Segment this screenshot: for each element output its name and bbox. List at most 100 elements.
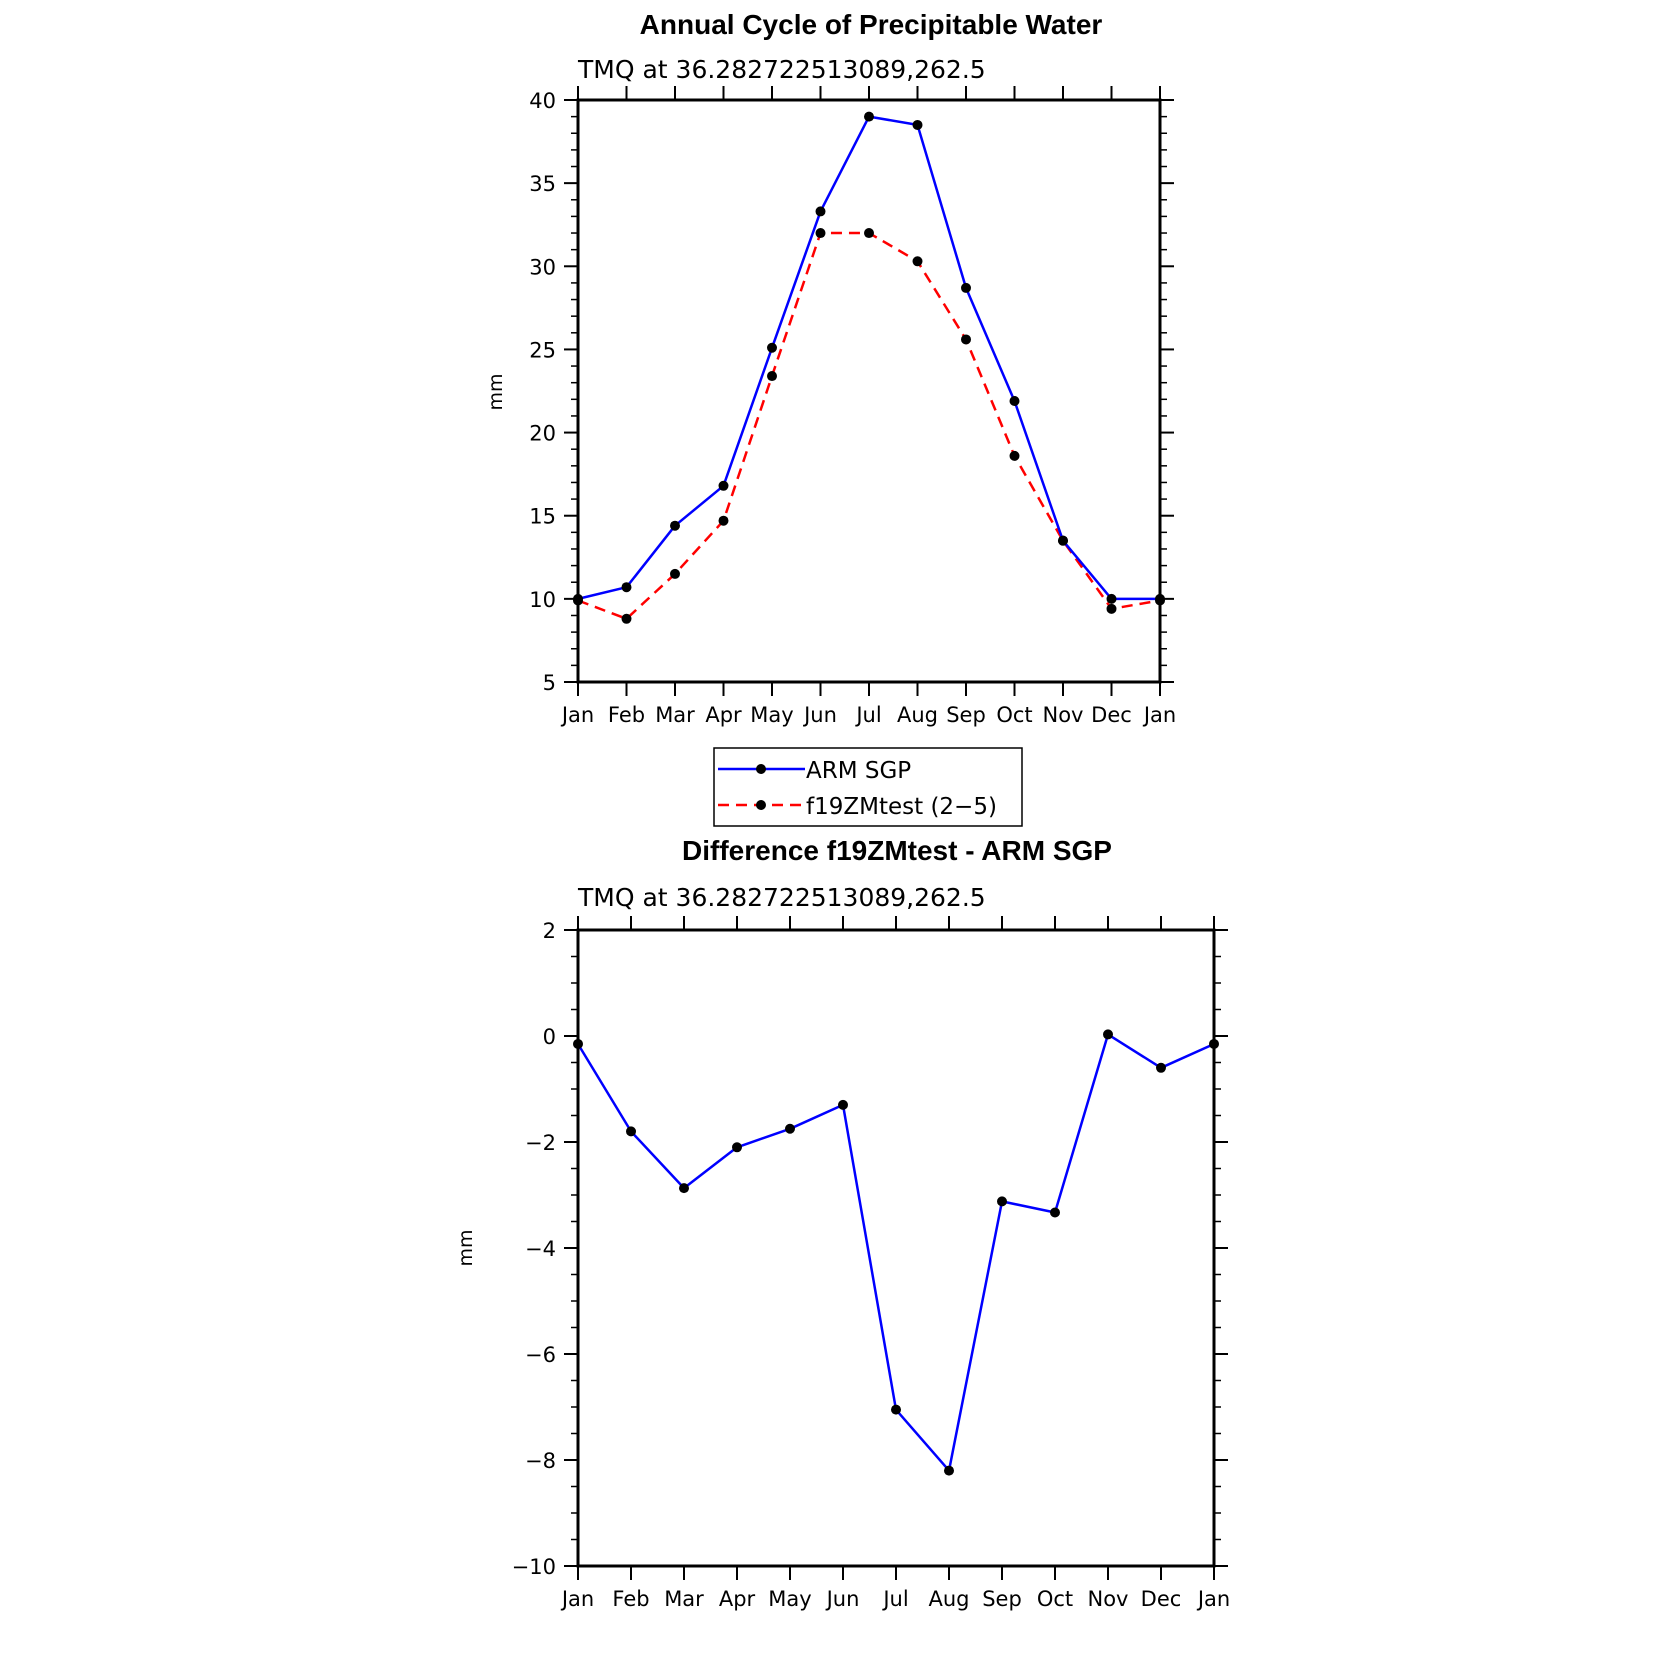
annual-cycle-panel: Annual Cycle of Precipitable Water TMQ a… (485, 9, 1176, 727)
panel2-y-axis-label: mm (455, 1229, 477, 1266)
x-tick-label: Nov (1043, 703, 1084, 727)
y-tick-label: 40 (529, 89, 556, 113)
legend: ARM SGP f19ZMtest (2−5) (713, 747, 1023, 827)
series-0-point (785, 1123, 795, 1134)
panel1-x-tick-labels: Jan Feb Mar Apr May Jun Jul Aug Sep Oct Nov Dec Jan (560, 703, 1176, 727)
panel2-plot-frame (576, 928, 1216, 1568)
difference-panel: Difference f19ZMtest - ARM SGP TMQ at 36… (455, 835, 1230, 1611)
legend-entry-arm-sgp: ARM SGP (718, 758, 911, 784)
x-tick-label: Sep (982, 1587, 1022, 1611)
panel1-series (573, 111, 1165, 624)
x-tick-label: Apr (705, 703, 742, 727)
x-tick-label: Jan (560, 703, 594, 727)
x-tick-label: Jul (854, 703, 881, 727)
x-tick-label: May (768, 1587, 811, 1611)
series-1-point (767, 371, 777, 382)
x-tick-label: Aug (897, 703, 938, 727)
x-tick-label: Feb (608, 703, 645, 727)
y-tick-label: 0 (543, 1025, 556, 1049)
panel1-subtitle: TMQ at 36.282722513089,262.5 (577, 55, 986, 84)
panel2-y-tick-labels: −10 −8 −6 −4 −2 0 2 (512, 919, 556, 1579)
y-tick-label: 5 (543, 671, 556, 695)
series-0-point (1009, 395, 1020, 406)
series-0-point (1050, 1207, 1060, 1218)
series-0-point (997, 1196, 1007, 1207)
panel2-x-tick-labels: Jan Feb Mar Apr May Jun Jul Aug Sep Oct Nov Dec Jan (560, 1587, 1230, 1611)
legend-box (713, 747, 1023, 827)
y-tick-label: 2 (543, 919, 556, 943)
x-tick-label: Apr (719, 1587, 756, 1611)
x-tick-label: Feb (612, 1587, 649, 1611)
series-1-point (912, 256, 923, 267)
panel1-y-tick-labels: 5 10 15 20 25 30 35 40 (529, 89, 556, 695)
legend-marker-f19zmtest (756, 800, 766, 810)
y-tick-label: −10 (512, 1555, 556, 1579)
panel2-subtitle: TMQ at 36.282722513089,262.5 (577, 883, 986, 912)
series-1-point (961, 334, 971, 345)
series-1-point (1009, 450, 1020, 461)
x-tick-label: May (750, 703, 793, 727)
panel2-title: Difference f19ZMtest - ARM SGP (682, 835, 1112, 866)
series-0-point (944, 1465, 954, 1476)
x-tick-label: Oct (1037, 1587, 1073, 1611)
series-0-point (891, 1404, 901, 1415)
series-0-point (912, 119, 923, 130)
series-0-point (767, 342, 777, 353)
series-0-point (626, 1126, 636, 1137)
series-0-point (864, 111, 874, 122)
series-0-point (621, 582, 632, 593)
panel2-series (573, 1029, 1219, 1476)
x-tick-label: Jul (881, 1587, 908, 1611)
legend-marker-arm-sgp (756, 764, 766, 774)
y-tick-label: −6 (525, 1343, 556, 1367)
y-tick-label: 35 (529, 172, 556, 196)
x-tick-label: Mar (664, 1587, 704, 1611)
x-tick-label: Dec (1091, 703, 1132, 727)
y-tick-label: −4 (525, 1237, 556, 1261)
x-tick-label: Jun (802, 703, 837, 727)
series-0-point (815, 206, 826, 217)
series-0-point (961, 282, 971, 293)
x-tick-label: Oct (996, 703, 1032, 727)
series-1-point (1106, 603, 1117, 614)
x-tick-label: Sep (946, 703, 986, 727)
x-tick-label: Dec (1141, 1587, 1182, 1611)
x-tick-label: Jan (560, 1587, 594, 1611)
series-0-point (732, 1142, 742, 1153)
y-tick-label: 25 (529, 338, 556, 362)
panel1-title: Annual Cycle of Precipitable Water (640, 9, 1103, 40)
y-tick-label: 30 (529, 255, 556, 279)
legend-entry-f19zmtest: f19ZMtest (2−5) (718, 794, 997, 820)
y-tick-label: 10 (529, 588, 556, 612)
series-line-0 (577, 115, 1160, 601)
series-0-point (838, 1099, 848, 1110)
x-tick-label: Aug (928, 1587, 969, 1611)
x-tick-label: Mar (655, 703, 695, 727)
panel2-ticks (564, 916, 1228, 1580)
y-tick-label: −2 (525, 1131, 556, 1155)
series-0-point (1058, 535, 1068, 546)
x-tick-label: Jan (1196, 1587, 1230, 1611)
series-0-point (1156, 1062, 1166, 1073)
panel1-plot-frame (576, 98, 1162, 684)
series-1-point (621, 613, 632, 624)
panel1-ticks (564, 86, 1174, 696)
series-1-point (864, 228, 874, 239)
y-tick-label: 20 (529, 422, 556, 446)
series-0-point (718, 480, 729, 491)
legend-label-arm-sgp: ARM SGP (806, 758, 911, 784)
series-1-point (718, 515, 729, 526)
series-0-point (679, 1183, 689, 1194)
y-tick-label: −8 (525, 1449, 556, 1473)
series-1-point (815, 228, 826, 239)
x-tick-label: Nov (1088, 1587, 1129, 1611)
panel1-y-axis-label: mm (485, 373, 507, 410)
series-0-point (1103, 1029, 1113, 1040)
series-line-1 (577, 231, 1161, 621)
legend-label-f19zmtest: f19ZMtest (2−5) (806, 794, 997, 820)
x-tick-label: Jun (825, 1587, 860, 1611)
y-tick-label: 15 (529, 505, 556, 529)
series-1-point (670, 568, 680, 579)
x-tick-label: Jan (1142, 703, 1176, 727)
